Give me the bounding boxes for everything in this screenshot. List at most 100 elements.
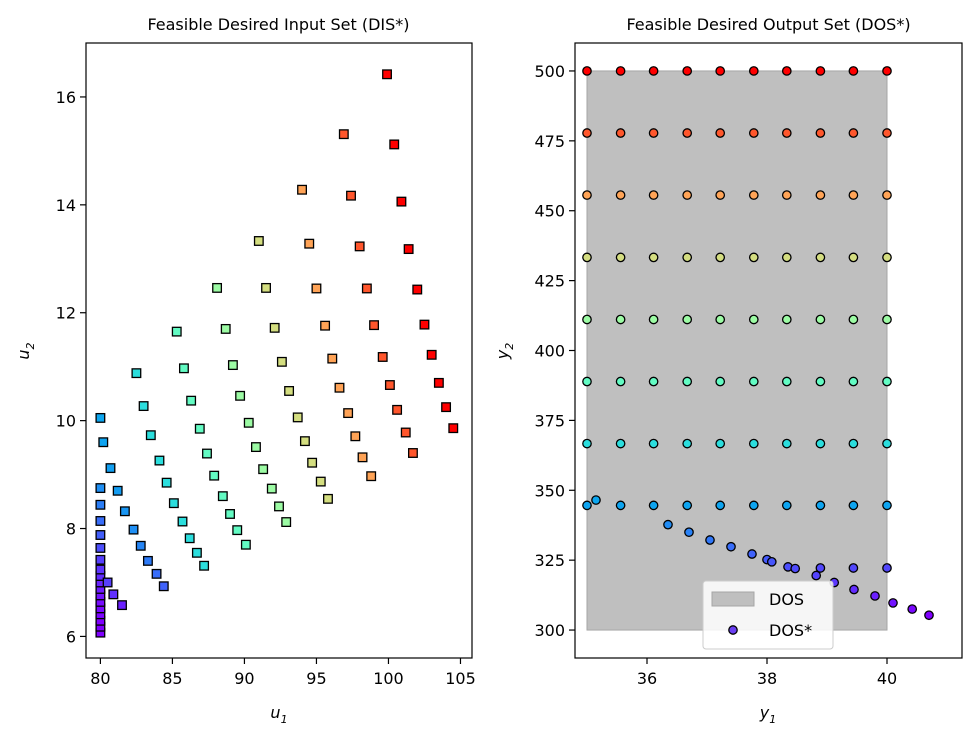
dos-legend-marker <box>728 625 738 635</box>
dos-point <box>815 563 826 573</box>
dos-point <box>815 376 826 387</box>
dos-chart-axes: 36 38 40 300 325 350 375 400 425 450 475 500 <box>534 62 897 688</box>
dis-point <box>199 560 210 571</box>
dos-point <box>815 314 826 325</box>
dis-point <box>145 430 156 441</box>
dis-point <box>243 417 254 428</box>
dis-point <box>178 363 189 374</box>
dos-point <box>615 128 626 138</box>
dos-point <box>715 190 726 200</box>
dis-chart-axes: 80 85 90 95 100 105 6 8 10 12 14 16 <box>56 88 476 688</box>
dis-point <box>311 283 322 294</box>
y-tick-label: 400 <box>534 342 565 361</box>
dos-point <box>615 500 626 511</box>
dos-point <box>766 556 777 567</box>
dos-point <box>882 314 892 325</box>
dos-point <box>748 376 759 387</box>
y-tick-label: 10 <box>56 412 76 431</box>
y-tick-label: 12 <box>56 304 76 323</box>
dos-point <box>907 604 918 614</box>
dos-point <box>615 314 626 325</box>
x-tick-label: 36 <box>637 669 657 688</box>
dos-point <box>682 128 693 138</box>
dos-point <box>748 252 759 263</box>
dos-region <box>586 70 888 631</box>
dis-point <box>366 471 377 482</box>
dis-point <box>441 402 452 413</box>
dis-point <box>131 368 142 379</box>
dos-point <box>715 314 726 325</box>
dis-point <box>269 322 280 333</box>
dis-point <box>297 184 307 195</box>
dis-point <box>191 547 202 558</box>
dis-point <box>354 241 365 252</box>
dis-point <box>350 431 361 442</box>
dos-point <box>882 66 892 76</box>
dos-point <box>715 438 726 449</box>
dis-point <box>171 326 182 337</box>
dis-point <box>186 395 197 406</box>
dos-point <box>848 128 859 138</box>
dis-point <box>403 244 414 255</box>
dos-point <box>882 438 892 449</box>
dis-point <box>105 463 116 474</box>
dos-point <box>648 190 659 200</box>
dos-point <box>748 128 759 138</box>
dos-point <box>615 376 626 387</box>
dis-point <box>154 455 165 466</box>
dos-chart: Feasible Desired Output Set (DOS*) 36 38 4… <box>493 15 963 726</box>
dis-point <box>304 238 315 249</box>
dos-point <box>815 252 826 263</box>
dis-point <box>217 491 228 502</box>
dis-point <box>212 282 223 293</box>
dos-point <box>870 591 880 601</box>
dis-point <box>407 448 418 458</box>
dos-point <box>682 252 693 263</box>
dis-point <box>225 509 235 519</box>
dis-point <box>158 581 169 592</box>
dis-point <box>261 282 271 293</box>
dos-chart-title: Feasible Desired Output Set (DOS*) <box>626 15 910 34</box>
dos-point <box>648 128 659 138</box>
dis-point <box>400 427 411 438</box>
dis-point <box>396 196 407 207</box>
dis-point <box>377 352 388 362</box>
dos-point <box>682 500 693 511</box>
dis-point <box>95 483 106 494</box>
dos-point <box>582 66 592 76</box>
dis-point <box>168 498 179 509</box>
x-tick-label: 100 <box>373 669 404 688</box>
dos-point <box>582 438 592 449</box>
y-tick-label: 500 <box>534 62 565 81</box>
dos-point <box>790 563 801 574</box>
dis-point <box>251 442 261 453</box>
dis-point <box>448 423 459 434</box>
dis-point <box>151 568 162 579</box>
dis-point <box>95 530 106 540</box>
dos-point <box>815 500 826 511</box>
dis-point <box>253 236 264 246</box>
y-tick-label: 8 <box>66 520 76 539</box>
dos-point <box>815 438 826 449</box>
dis-point <box>119 506 130 517</box>
y-tick-label: 16 <box>56 88 76 107</box>
y-tick-label: 375 <box>534 411 565 430</box>
dos-point <box>648 314 659 325</box>
dos-point <box>882 563 892 573</box>
x-tick-label: 38 <box>757 669 777 688</box>
dos-point <box>781 128 792 138</box>
dos-point <box>582 500 592 511</box>
dos-chart-points <box>582 66 934 621</box>
dis-point <box>95 564 106 575</box>
dos-point <box>815 190 826 200</box>
x-tick-label: 95 <box>306 669 326 688</box>
dis-point <box>102 577 113 588</box>
dos-point <box>781 190 792 200</box>
dis-point <box>357 452 368 463</box>
dos-x-axis-label: y1 <box>759 703 776 726</box>
dos-point <box>888 598 898 608</box>
x-tick-label: 40 <box>877 669 897 688</box>
dos-point <box>582 314 592 325</box>
dis-point <box>343 408 354 419</box>
dis-y-axis-label: u2 <box>14 342 37 359</box>
